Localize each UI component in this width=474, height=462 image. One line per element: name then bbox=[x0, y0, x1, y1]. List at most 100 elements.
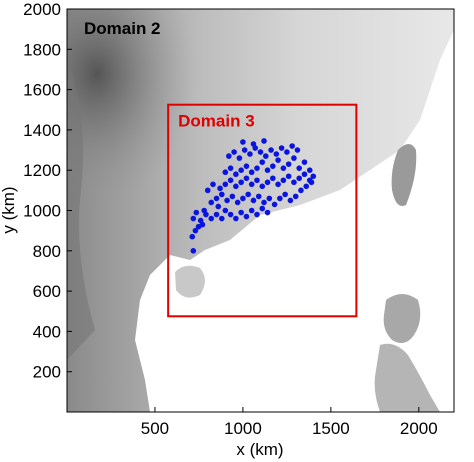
y-tick-label: 1000 bbox=[23, 202, 61, 221]
station-point bbox=[243, 213, 250, 220]
station-point bbox=[289, 143, 295, 149]
station-point bbox=[245, 191, 251, 198]
hainan-island bbox=[175, 265, 205, 298]
station-point bbox=[213, 211, 220, 218]
domain-2-label: Domain 2 bbox=[84, 19, 161, 38]
station-point bbox=[306, 167, 313, 173]
station-point bbox=[270, 163, 276, 169]
station-point bbox=[250, 197, 257, 204]
station-point bbox=[294, 147, 301, 153]
station-point bbox=[255, 193, 262, 200]
station-point bbox=[189, 233, 196, 240]
station-point bbox=[296, 175, 303, 182]
x-tick-label: 2000 bbox=[400, 419, 438, 438]
station-point bbox=[275, 157, 281, 163]
station-point bbox=[190, 215, 197, 222]
station-point bbox=[231, 149, 237, 155]
x-tick-label: 500 bbox=[141, 419, 169, 438]
station-point bbox=[219, 191, 225, 198]
station-point bbox=[262, 153, 269, 159]
station-point bbox=[280, 165, 287, 171]
station-point bbox=[285, 161, 292, 167]
station-point bbox=[264, 167, 271, 173]
y-tick-label: 400 bbox=[33, 322, 61, 341]
station-point bbox=[192, 227, 199, 234]
y-tick-label: 1600 bbox=[23, 81, 61, 100]
station-point bbox=[310, 173, 317, 180]
station-point bbox=[204, 187, 211, 194]
station-point bbox=[277, 195, 283, 202]
station-point bbox=[238, 179, 244, 186]
luzon-north bbox=[383, 294, 421, 344]
station-point bbox=[264, 179, 271, 186]
station-point bbox=[285, 173, 292, 180]
station-point bbox=[291, 179, 297, 186]
station-point bbox=[213, 195, 220, 202]
y-tick-label: 2000 bbox=[23, 0, 61, 19]
x-axis-label: x (km) bbox=[236, 440, 283, 459]
axis-ticks: 500 1000 1500 2000 200 400 600 800 1000 1200 1400 1… bbox=[23, 0, 438, 438]
station-point bbox=[287, 197, 294, 204]
station-point bbox=[261, 199, 267, 206]
taiwan-island bbox=[391, 144, 417, 206]
station-point bbox=[291, 155, 297, 161]
station-point bbox=[234, 199, 241, 206]
station-point bbox=[254, 177, 260, 184]
station-point bbox=[301, 159, 308, 165]
station-point bbox=[301, 171, 308, 178]
station-point bbox=[259, 183, 266, 190]
station-point bbox=[222, 207, 229, 214]
station-point bbox=[227, 211, 234, 218]
station-point bbox=[201, 207, 208, 214]
station-point bbox=[233, 183, 239, 190]
station-point bbox=[219, 215, 225, 222]
station-point bbox=[250, 141, 257, 147]
station-point bbox=[190, 248, 197, 254]
station-point bbox=[254, 211, 260, 218]
x-tick-label: 1000 bbox=[224, 419, 262, 438]
station-point bbox=[273, 151, 280, 157]
station-point bbox=[215, 203, 222, 210]
station-point bbox=[222, 181, 229, 188]
station-point bbox=[280, 177, 287, 184]
station-point bbox=[238, 167, 244, 173]
y-tick-label: 200 bbox=[33, 363, 61, 382]
station-point bbox=[197, 217, 204, 224]
ridge-shading bbox=[67, 60, 95, 360]
x-tick-label: 1500 bbox=[312, 419, 350, 438]
y-tick-label: 1800 bbox=[23, 40, 61, 59]
station-point bbox=[227, 165, 234, 171]
station-point bbox=[240, 139, 246, 145]
luzon-south bbox=[374, 343, 440, 412]
station-point bbox=[306, 177, 313, 184]
station-point bbox=[229, 193, 236, 200]
station-point bbox=[248, 169, 255, 176]
station-point bbox=[226, 153, 232, 159]
station-point bbox=[261, 138, 267, 144]
station-point bbox=[292, 193, 299, 200]
domain-3-box bbox=[167, 103, 358, 318]
mountain-shading bbox=[67, 9, 267, 269]
domain-3-label: Domain 3 bbox=[178, 112, 255, 131]
station-point bbox=[210, 181, 216, 188]
y-axis-label: y (km) bbox=[0, 186, 18, 233]
station-point bbox=[222, 169, 229, 176]
station-point bbox=[270, 175, 276, 182]
y-tick-label: 1200 bbox=[23, 161, 61, 180]
station-point bbox=[303, 183, 310, 190]
station-point bbox=[278, 145, 285, 151]
station-point bbox=[271, 201, 278, 208]
station-point bbox=[284, 149, 290, 155]
station-point bbox=[193, 209, 200, 216]
station-point bbox=[282, 191, 288, 198]
station-point bbox=[217, 185, 223, 192]
station-point bbox=[259, 205, 266, 212]
station-point bbox=[243, 175, 250, 182]
station-point bbox=[248, 181, 255, 188]
station-point bbox=[247, 151, 253, 157]
y-tick-label: 600 bbox=[33, 282, 61, 301]
station-point bbox=[264, 209, 271, 216]
station-point bbox=[238, 209, 244, 216]
